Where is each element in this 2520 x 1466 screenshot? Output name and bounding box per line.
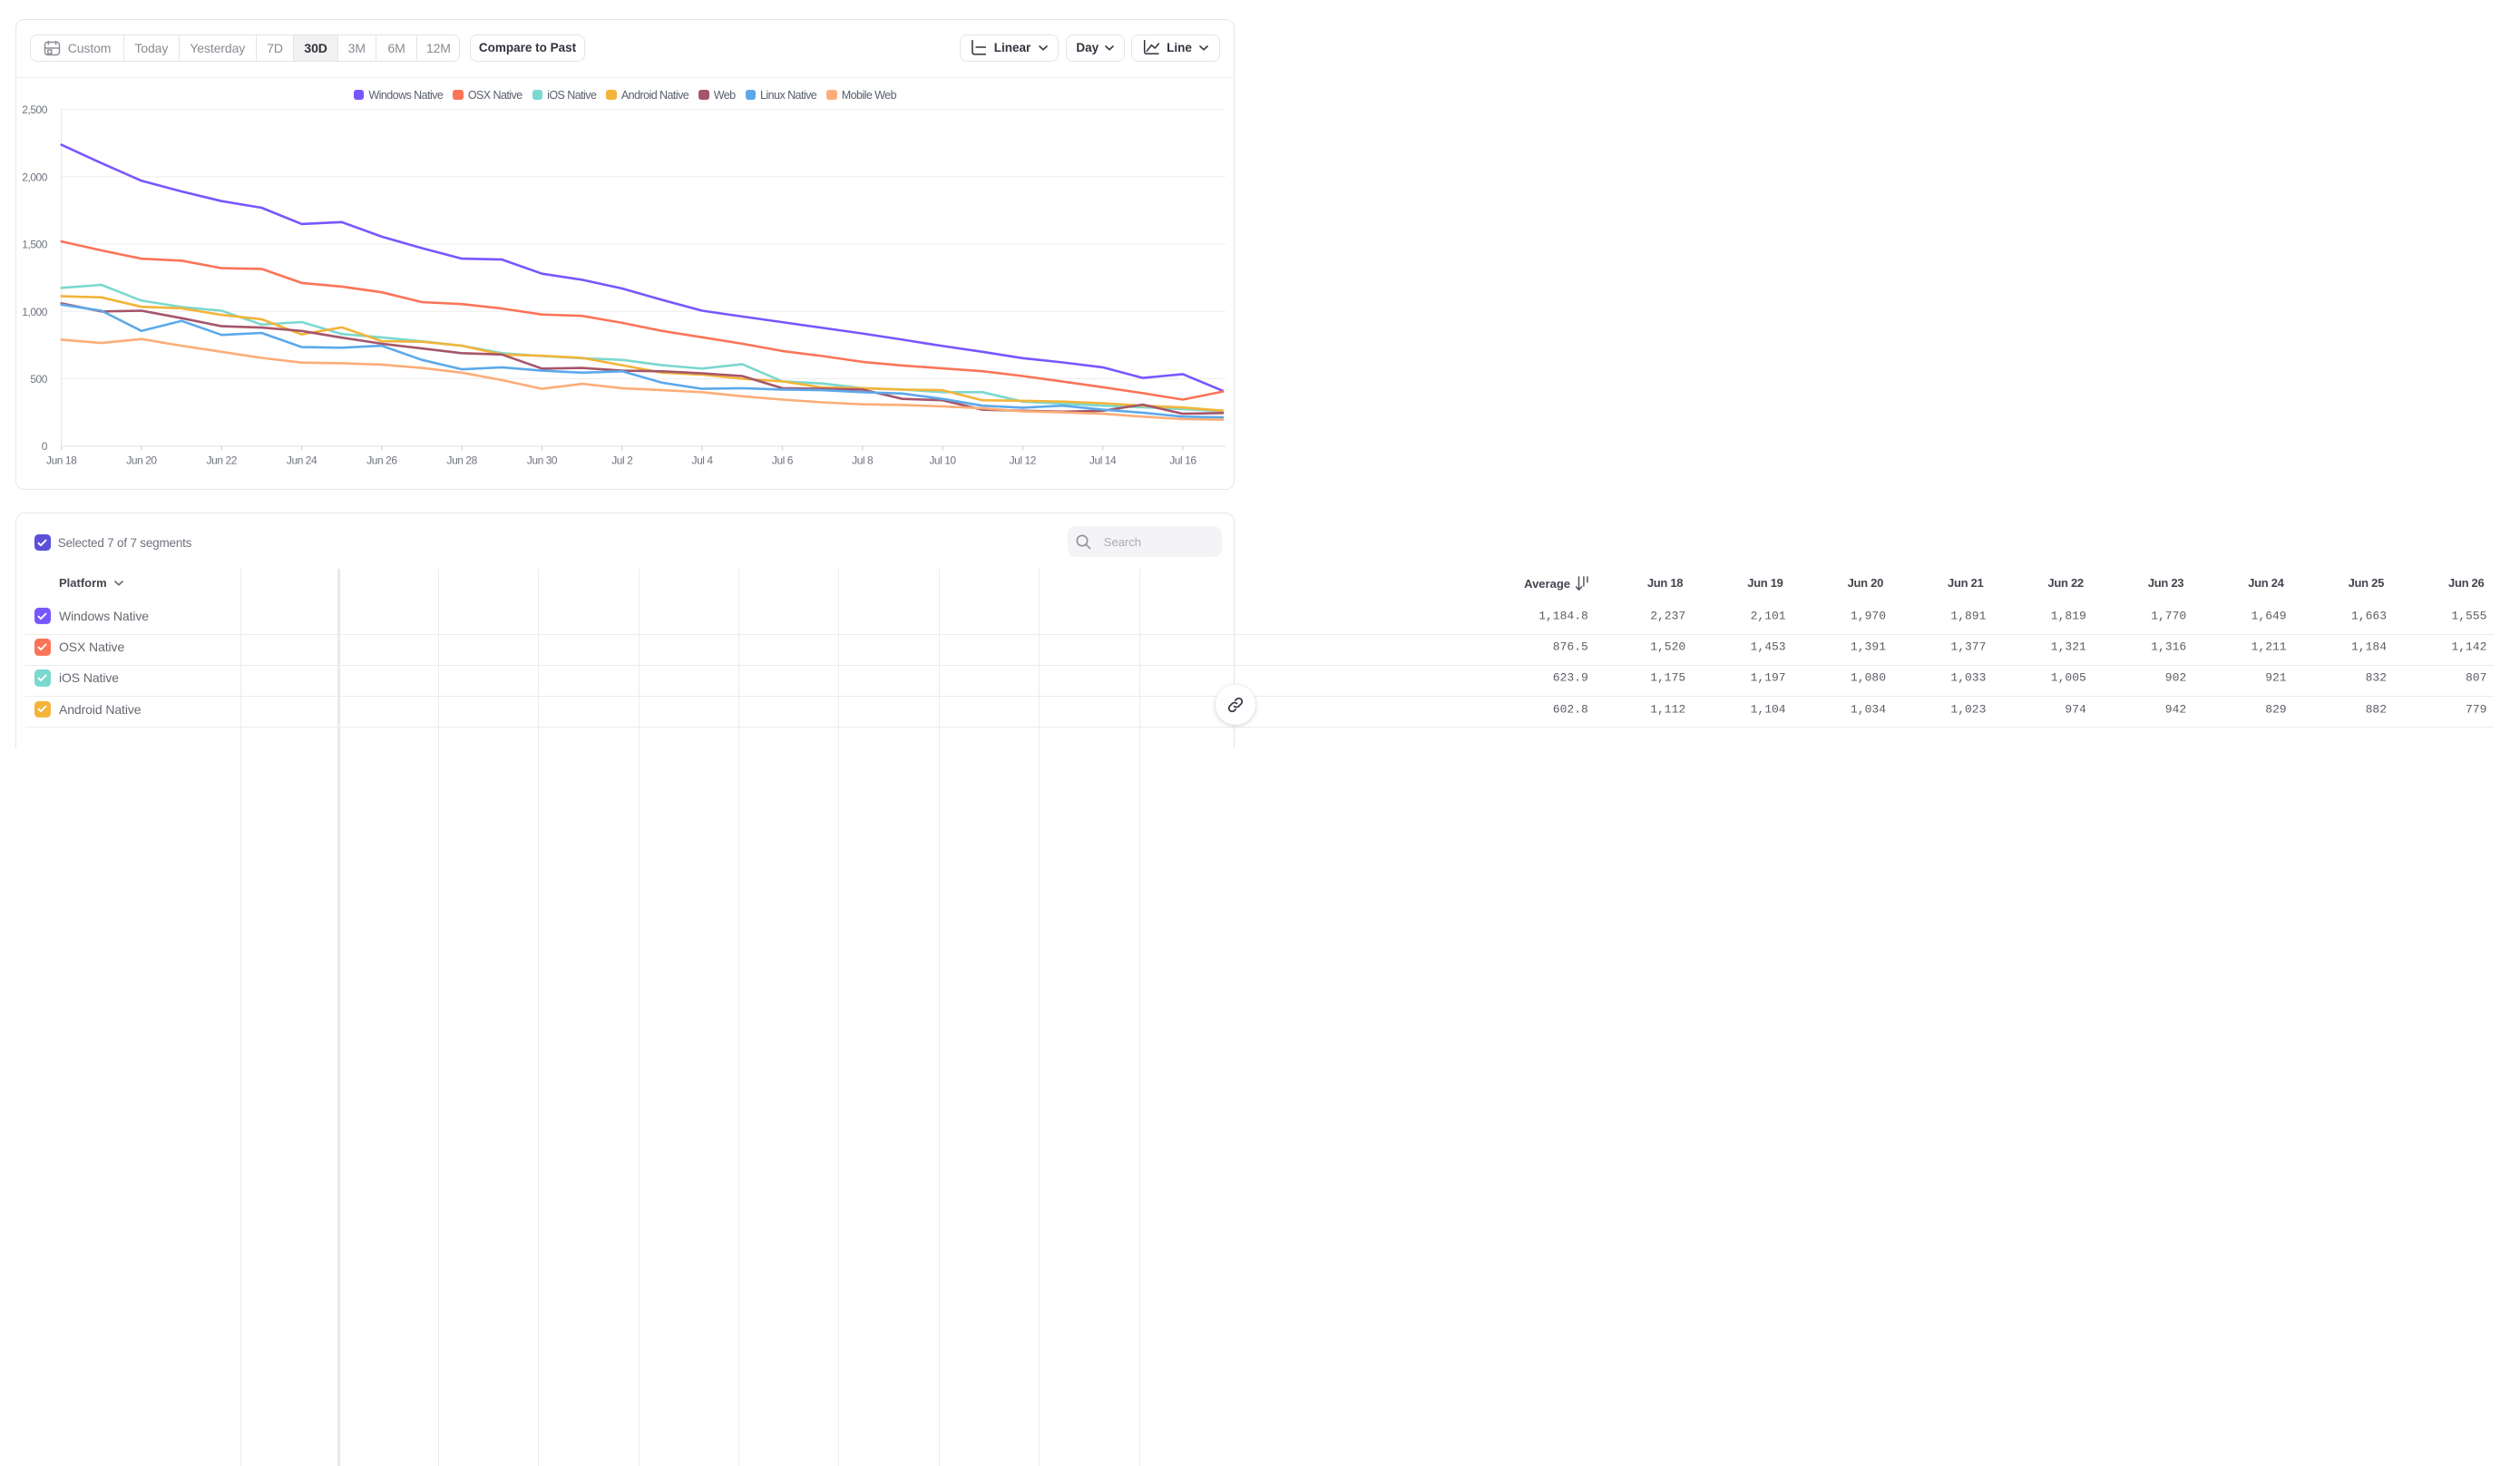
svg-text:0: 0 [42, 440, 48, 453]
svg-text:Jun 26: Jun 26 [366, 454, 397, 467]
svg-text:1,500: 1,500 [22, 239, 48, 251]
svg-text:500: 500 [30, 373, 47, 386]
svg-text:Jun 30: Jun 30 [527, 454, 558, 467]
svg-text:Jun 28: Jun 28 [447, 454, 478, 467]
svg-text:Jun 22: Jun 22 [207, 454, 238, 467]
svg-text:2,000: 2,000 [22, 171, 48, 183]
svg-text:Jul 16: Jul 16 [1169, 454, 1197, 467]
svg-text:Jul 14: Jul 14 [1089, 454, 1117, 467]
svg-text:Jul 8: Jul 8 [852, 454, 874, 467]
svg-text:Jul 4: Jul 4 [692, 454, 714, 467]
svg-text:Jun 24: Jun 24 [287, 454, 317, 467]
svg-text:2,500: 2,500 [22, 103, 48, 116]
svg-text:Jul 12: Jul 12 [1010, 454, 1037, 467]
svg-text:Jul 2: Jul 2 [611, 454, 633, 467]
svg-text:Jul 10: Jul 10 [929, 454, 956, 467]
svg-text:Jun 20: Jun 20 [126, 454, 157, 467]
svg-text:Jun 18: Jun 18 [46, 454, 77, 467]
svg-text:1,000: 1,000 [22, 306, 48, 318]
svg-text:Jul 6: Jul 6 [772, 454, 794, 467]
